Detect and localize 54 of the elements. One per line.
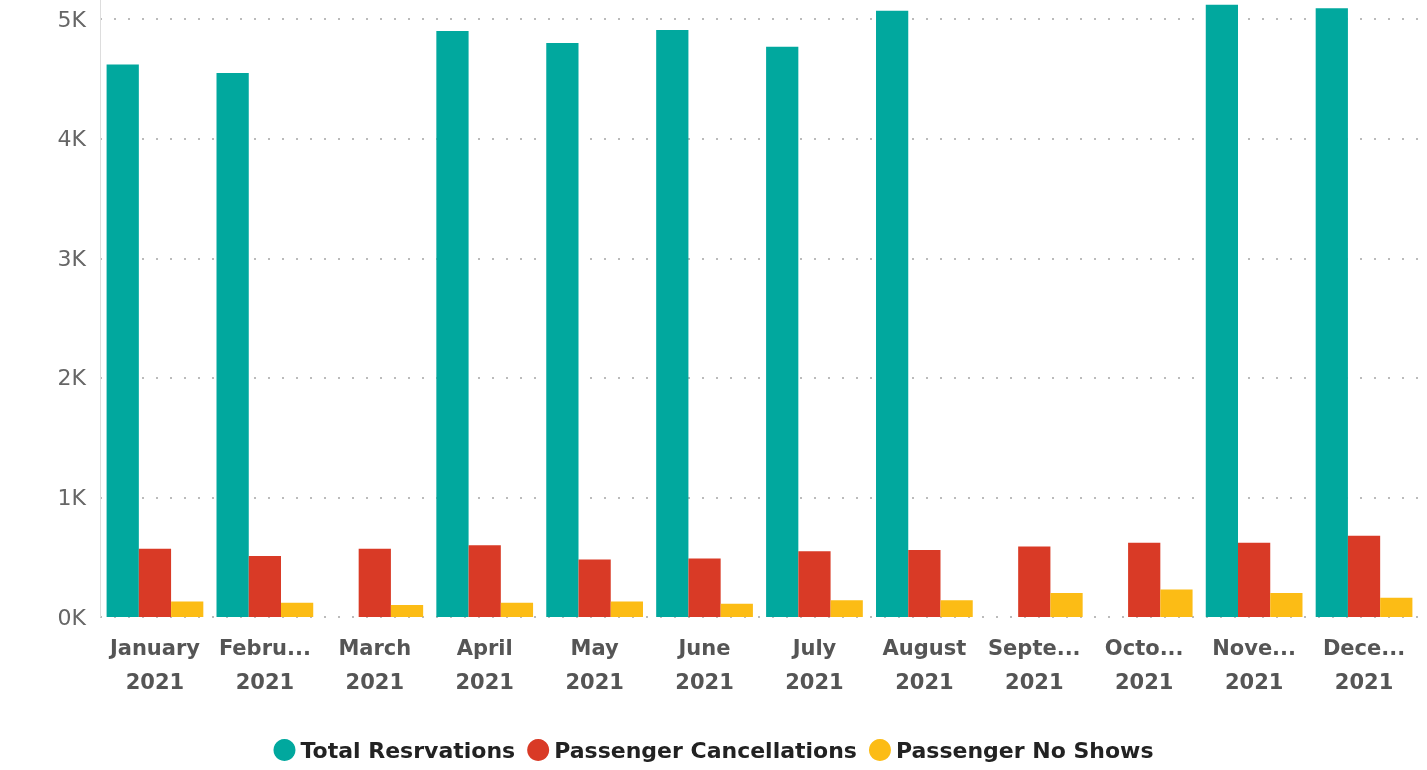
legend-label: Total Resrvations xyxy=(300,737,516,763)
y-tick-label: 3K xyxy=(57,245,87,271)
x-tick-label: May 2021 xyxy=(565,636,624,694)
x-tick-label: July 2021 xyxy=(785,636,844,694)
x-tick-label: August 2021 xyxy=(882,636,967,694)
x-tick-label: April 2021 xyxy=(455,636,514,694)
bar xyxy=(830,600,863,617)
x-tick-label: January 2021 xyxy=(107,636,201,694)
bar xyxy=(281,602,314,617)
bar xyxy=(1238,542,1271,617)
bar xyxy=(578,559,611,617)
bar xyxy=(358,548,391,617)
y-tick-label: 4K xyxy=(57,126,87,152)
bar xyxy=(766,46,799,617)
y-tick-label: 1K xyxy=(57,484,87,510)
bar xyxy=(876,10,909,617)
bar xyxy=(390,605,424,617)
bar xyxy=(610,601,643,617)
bar xyxy=(436,31,469,617)
legend-label: Passenger No Shows xyxy=(895,737,1154,763)
bar xyxy=(1347,535,1381,617)
bar xyxy=(1270,593,1303,617)
x-tick-label: Octo... 2021 xyxy=(1104,636,1184,694)
bar xyxy=(1160,589,1193,617)
x-tick-label: Febru... 2021 xyxy=(218,636,311,694)
bar xyxy=(1205,4,1238,617)
x-tick-label: Nove... 2021 xyxy=(1212,636,1297,694)
y-tick-label: 2K xyxy=(57,365,87,391)
bar xyxy=(1018,546,1051,617)
y-tick-label: 5K xyxy=(57,6,87,32)
y-tick-label: 0K xyxy=(57,604,87,630)
bar xyxy=(171,601,204,617)
bar xyxy=(656,29,689,617)
bar xyxy=(1380,597,1413,617)
bar xyxy=(546,43,579,617)
legend-label: Passenger Cancellations xyxy=(554,737,857,763)
x-tick-label: June 2021 xyxy=(675,636,734,694)
bar xyxy=(798,551,831,617)
x-tick-label: Dece... 2021 xyxy=(1322,636,1406,694)
bar xyxy=(216,72,249,617)
bar xyxy=(1128,542,1161,617)
bar xyxy=(138,548,172,617)
bar xyxy=(720,603,753,617)
bar xyxy=(908,550,941,617)
bar xyxy=(106,64,139,617)
bar xyxy=(688,558,721,617)
bar xyxy=(940,600,973,617)
bar xyxy=(248,556,281,617)
x-tick-label: Septe... 2021 xyxy=(987,636,1081,694)
x-tick-label: March 2021 xyxy=(338,636,412,694)
bar xyxy=(1315,8,1348,617)
bar xyxy=(468,545,501,617)
bar xyxy=(1050,593,1083,617)
bar xyxy=(500,602,534,617)
